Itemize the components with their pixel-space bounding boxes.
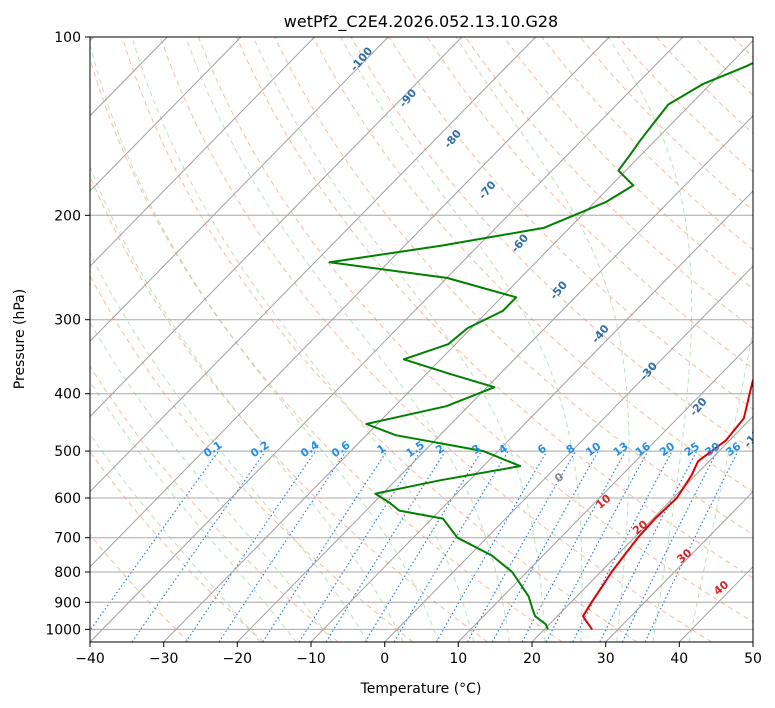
y-tick-label: 600 — [54, 491, 81, 507]
dry-adiabat-line — [426, 37, 753, 370]
dewpoint-line — [328, 61, 753, 630]
chart-title: wetPf2_C2E4.2026.052.13.10.G28 — [284, 12, 558, 32]
temperature-line — [582, 378, 753, 630]
mixing-ratio-line — [262, 450, 388, 642]
moist-adiabat-line — [253, 37, 546, 642]
isotherm-line — [90, 37, 684, 642]
x-axis-ticks: −40 −30 −20 −10 0 10 20 30 40 50 — [75, 642, 762, 667]
x-tick-label: 40 — [670, 651, 688, 667]
mixing-ratio-line — [599, 450, 698, 642]
x-tick-label: 0 — [380, 651, 389, 667]
isotherm-line — [384, 265, 753, 642]
y-tick-label: 700 — [54, 531, 81, 547]
isotherm-line — [457, 340, 753, 642]
mixing-ratio-line — [298, 450, 422, 642]
x-tick-label: 10 — [449, 651, 467, 667]
dry-adiabat-line — [312, 37, 753, 493]
moist-adiabat-line — [90, 380, 297, 642]
y-tick-label: 800 — [54, 565, 81, 581]
mixing-ratio-line — [185, 450, 316, 642]
moist-adiabat-label: -10 — [741, 426, 764, 450]
y-tick-label: 1000 — [45, 622, 81, 638]
y-axis-ticks: 100 200 300 400 500 600 700 800 900 1000 — [45, 30, 90, 638]
isotherms — [90, 37, 753, 642]
x-tick-label: −10 — [296, 651, 326, 667]
mixing-ratio-line — [545, 450, 649, 642]
mixing-ratio-line — [621, 450, 718, 642]
x-tick-label: −30 — [149, 651, 179, 667]
isotherm-line — [310, 190, 753, 642]
isotherm-line — [163, 39, 753, 642]
profile-series — [328, 61, 753, 630]
mixing-ratio-line — [467, 450, 577, 642]
dry-adiabat-line — [90, 274, 414, 642]
y-tick-label: 400 — [54, 387, 81, 403]
x-tick-label: −20 — [223, 651, 253, 667]
y-tick-label: 200 — [54, 208, 81, 224]
isotherm-line — [90, 37, 315, 267]
moist-adiabat-line — [90, 321, 333, 642]
dry-adiabat-line — [121, 37, 638, 642]
y-tick-label: 900 — [54, 595, 81, 611]
x-axis-label: Temperature (°C) — [360, 681, 482, 697]
moist-adiabat-line — [90, 165, 404, 642]
y-axis-label: Pressure (hPa) — [12, 289, 28, 389]
isotherm-line — [90, 37, 389, 343]
y-tick-label: 500 — [54, 444, 81, 460]
moist-adiabat-line — [90, 433, 261, 642]
x-tick-label: 20 — [523, 651, 541, 667]
mixing-ratio-line — [521, 450, 627, 642]
moist-adiabat-line — [455, 37, 630, 642]
x-tick-label: −40 — [75, 651, 105, 667]
x-tick-label: 50 — [744, 651, 762, 667]
dry-adiabat-line — [90, 365, 339, 642]
isotherm-line — [90, 37, 242, 192]
pressure-gridlines — [90, 37, 753, 630]
moist-adiabat-line — [90, 251, 369, 642]
isotherm-line — [605, 490, 753, 642]
mixing-ratio-line — [131, 450, 266, 642]
x-tick-label: 30 — [597, 651, 615, 667]
mixing-ratio-line — [218, 450, 347, 642]
dry-adiabat-line — [90, 56, 563, 642]
isotherm-line — [90, 37, 610, 568]
y-tick-label: 300 — [54, 313, 81, 329]
mixing-ratio-line — [90, 450, 220, 632]
mixing-ratio-line — [364, 450, 483, 642]
isotherm-line — [531, 415, 753, 642]
moist-adiabat-line — [90, 42, 439, 642]
isotherm-line — [236, 115, 753, 642]
plot-frame — [89, 36, 754, 643]
mixing-ratio-lines — [90, 450, 739, 642]
isotherm-line — [90, 37, 536, 493]
moist-adiabat-line — [607, 37, 693, 642]
y-tick-label: 100 — [54, 30, 81, 46]
isotherm-line — [90, 37, 463, 418]
